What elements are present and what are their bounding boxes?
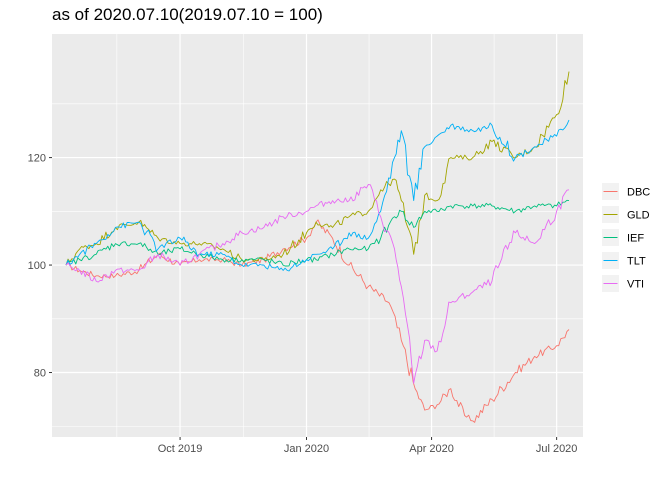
chart-title: as of 2020.07.10(2019.07.10 = 100) <box>52 5 323 24</box>
legend-label-vti: VTI <box>627 279 644 291</box>
series-lines <box>65 71 570 423</box>
y-axis: 80 100 120 <box>28 153 52 380</box>
y-tick-label: 120 <box>28 153 46 165</box>
x-tick-label: Jan 2020 <box>284 443 329 455</box>
grid-lines <box>52 34 583 437</box>
legend-label-gld: GLD <box>627 210 650 222</box>
x-tick-label: Oct 2019 <box>158 443 203 455</box>
legend-label-dbc: DBC <box>627 187 650 199</box>
y-tick-label: 80 <box>34 368 46 380</box>
legend-label-tlt: TLT <box>627 256 646 268</box>
x-tick-label: Jul 2020 <box>536 443 578 455</box>
plot-panel <box>52 34 583 437</box>
legend: DBC GLD IEF TLT VTI <box>602 183 650 292</box>
series-line-tlt <box>65 119 570 272</box>
x-tick-label: Apr 2020 <box>409 443 454 455</box>
y-tick-label: 100 <box>28 260 46 272</box>
x-axis: Oct 2019 Jan 2020 Apr 2020 Jul 2020 <box>158 437 578 455</box>
series-line-ief <box>65 199 570 267</box>
series-line-vti <box>65 184 570 384</box>
legend-label-ief: IEF <box>627 233 644 245</box>
